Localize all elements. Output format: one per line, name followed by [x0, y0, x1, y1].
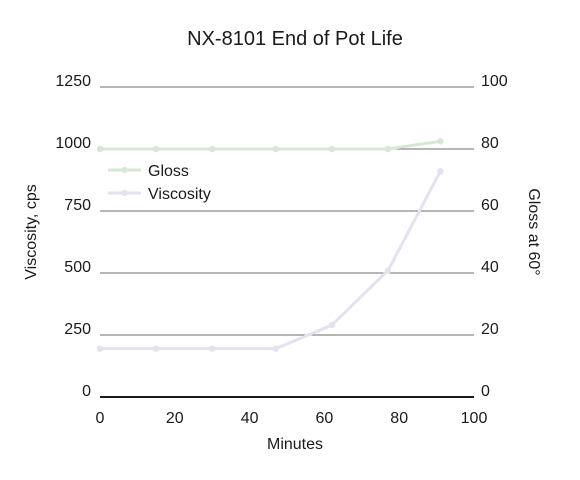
legend-marker-gloss: [121, 166, 128, 174]
right-axis-ticks: 0 20 40 60 80 100: [481, 73, 508, 400]
data-point-viscosity: [209, 345, 216, 352]
data-point-gloss: [209, 145, 216, 153]
y-tick-label: 500: [64, 259, 91, 276]
chart-title: NX-8101 End of Pot Life: [187, 28, 403, 50]
y-tick-label: 750: [64, 197, 91, 214]
data-point-viscosity: [437, 168, 444, 175]
x-axis-ticks: 0 20 40 60 80 100: [96, 410, 488, 427]
data-point-gloss: [96, 145, 104, 153]
data-point-gloss: [384, 145, 392, 153]
x-tick-label: 60: [316, 410, 334, 427]
y2-tick-label: 80: [481, 135, 499, 152]
y-tick-label: 1250: [55, 73, 91, 90]
y2-tick-label: 0: [481, 383, 490, 400]
y-tick-label: 250: [64, 321, 91, 338]
x-tick-label: 40: [241, 410, 259, 427]
y2-axis-label: Gloss at 60°: [525, 188, 542, 275]
series-lines: [96, 138, 444, 352]
data-point-viscosity: [328, 321, 336, 329]
legend-label-viscosity: Viscosity: [148, 186, 211, 203]
data-point-gloss: [152, 145, 160, 153]
data-point-viscosity: [152, 345, 160, 352]
y-axis-label: Viscosity, cps: [23, 184, 40, 279]
x-tick-label: 20: [166, 410, 184, 427]
y2-tick-label: 20: [481, 321, 499, 338]
y2-tick-label: 40: [481, 259, 499, 276]
legend-label-gloss: Gloss: [148, 163, 189, 180]
data-point-gloss: [272, 145, 279, 153]
data-point-viscosity: [384, 267, 392, 274]
data-point-gloss: [328, 145, 336, 153]
left-axis-ticks: 0 250 500 750 1000 1250: [55, 73, 91, 400]
data-point-gloss: [437, 138, 444, 145]
y2-tick-label: 100: [481, 73, 508, 90]
data-point-viscosity: [96, 345, 104, 352]
x-axis-label: Minutes: [267, 436, 323, 453]
x-tick-label: 0: [96, 410, 105, 427]
legend: Gloss Viscosity: [108, 163, 211, 203]
y-tick-label: 0: [82, 383, 91, 400]
x-tick-label: 100: [461, 410, 488, 427]
y-tick-label: 1000: [55, 135, 91, 152]
data-point-viscosity: [272, 345, 279, 352]
legend-marker-viscosity: [121, 189, 128, 197]
x-tick-label: 80: [390, 410, 408, 427]
y2-tick-label: 60: [481, 197, 499, 214]
